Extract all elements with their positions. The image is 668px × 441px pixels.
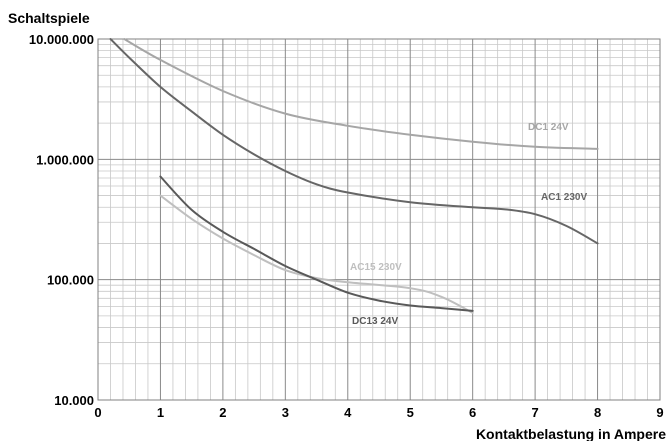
series-line-2: [159, 194, 474, 314]
x-tick-label: 1: [157, 405, 164, 420]
series-label-3: DC13 24V: [352, 316, 398, 327]
x-tick-label: 3: [282, 405, 289, 420]
series-label-0: DC1 24V: [528, 122, 569, 133]
y-tick-label: 10.000.000: [29, 32, 94, 47]
major-grid: [97, 38, 661, 401]
x-tick-label: 6: [469, 405, 476, 420]
y-tick-label: 10.000: [54, 393, 94, 408]
x-tick-label: 0: [94, 405, 101, 420]
y-tick-label: 1.000.000: [36, 152, 94, 167]
series-line-1: [109, 38, 599, 245]
y-axis-title: Schaltspiele: [8, 10, 90, 26]
series-line-3: [159, 175, 474, 312]
x-tick-label: 9: [656, 405, 663, 420]
series-layer: [109, 38, 599, 314]
x-tick-label: 5: [407, 405, 414, 420]
minor-grid: [98, 39, 660, 400]
x-tick-label: 7: [531, 405, 538, 420]
plot-frame: [97, 38, 661, 401]
x-axis-title: Kontaktbelastung in Ampere: [476, 426, 666, 441]
tick-layer: 0 1 2 3 4 5 6 7 8 9 10.000 100.000 1.000.000 10.000.0…: [29, 32, 664, 420]
series-line-0: [123, 38, 599, 150]
y-tick-label: 100.000: [47, 273, 94, 288]
series-label-2: AC15 230V: [350, 262, 402, 273]
x-tick-label: 4: [344, 405, 352, 420]
series-label-1: AC1 230V: [541, 192, 587, 203]
series-label-layer: DC1 24V AC1 230V AC15 230V DC13 24V: [350, 122, 587, 327]
x-tick-label: 2: [219, 405, 226, 420]
x-tick-label: 8: [594, 405, 601, 420]
